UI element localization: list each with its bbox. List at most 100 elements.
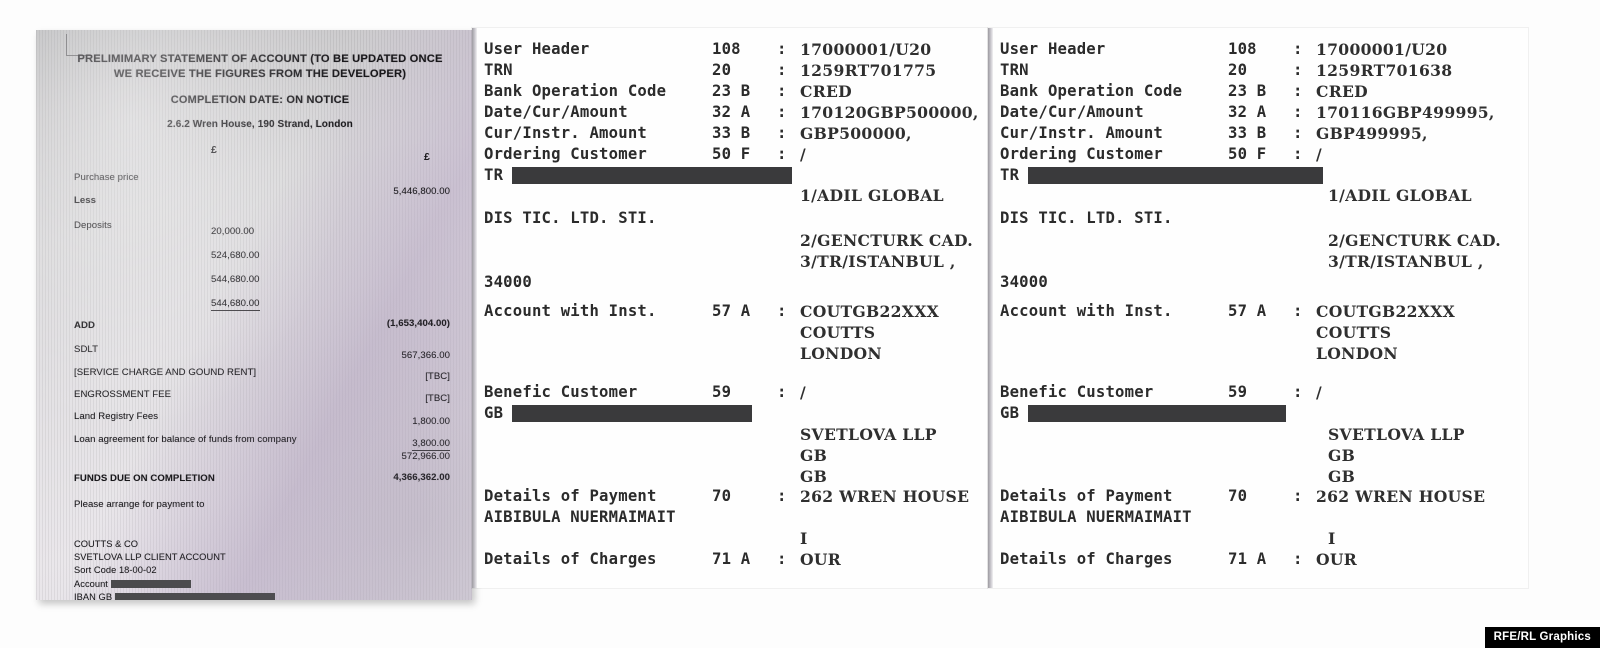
row-label-loan-agreement: Loan agreement for balance of funds from…	[74, 434, 297, 445]
field-sep-user-header: :	[777, 40, 787, 58]
benefic-customer-country-1: GB	[800, 446, 828, 465]
redaction-bar-benefic-customer	[512, 405, 752, 422]
field-sep-account-with-inst: :	[1293, 302, 1303, 320]
field-value-cur-instr-amount: GBP500000,	[800, 124, 912, 143]
field-value-trn: 1259RT701638	[1316, 61, 1453, 80]
field-tag-details-of-payment: 70	[1228, 487, 1248, 505]
field-value-date-cur-amount: 170120GBP500000,	[800, 103, 979, 122]
field-label-details-of-charges: Details of Charges	[1000, 550, 1173, 568]
payee-iban-line: IBAN GB	[74, 591, 275, 600]
benefic-customer-name: SVETLOVA LLP	[1328, 425, 1465, 444]
field-tag-bank-operation-code: 23 B	[1228, 82, 1267, 100]
field-tag-benefic-customer: 59	[712, 383, 732, 401]
preliminary-statement-document: PRELIMIMARY STATEMENT OF ACCOUNT (TO BE …	[36, 30, 472, 600]
ordering-customer-redacted-prefix: TR	[1000, 166, 1020, 184]
field-label-trn: TRN	[484, 61, 513, 79]
field-tag-date-cur-amount: 32 A	[712, 103, 751, 121]
field-value-user-header: 17000001/U20	[1316, 40, 1448, 59]
row-label-purchase-price: Purchase price	[74, 172, 139, 183]
field-sep-details-of-payment: :	[1293, 487, 1303, 505]
benefic-customer-redacted-prefix: GB	[1000, 404, 1020, 422]
field-tag-benefic-customer: 59	[1228, 383, 1248, 401]
field-label-bank-operation-code: Bank Operation Code	[1000, 82, 1183, 100]
field-tag-user-header: 108	[712, 40, 741, 58]
field-label-benefic-customer: Benefic Customer	[484, 383, 638, 401]
field-label-trn: TRN	[1000, 61, 1029, 79]
details-of-payment-value: 262 WREN HOUSE	[800, 487, 970, 506]
field-label-ordering-customer: Ordering Customer	[1000, 145, 1163, 163]
field-sep-details-of-charges: :	[777, 550, 787, 568]
field-tag-details-of-charges: 71 A	[712, 550, 751, 568]
row-label-add: ADD	[74, 320, 95, 331]
ordering-customer-postcode: 34000	[1000, 273, 1048, 291]
document-title: PRELIMIMARY STATEMENT OF ACCOUNT (TO BE …	[77, 53, 443, 80]
field-tag-details-of-charges: 71 A	[1228, 550, 1267, 568]
field-sep-benefic-customer: :	[1293, 383, 1303, 401]
benefic-customer-country-2: GB	[1328, 467, 1356, 486]
field-sep-ordering-customer: :	[777, 145, 787, 163]
row-amount-service-charge: [TBC]	[425, 371, 450, 382]
redaction-bar-account	[110, 579, 191, 588]
field-tag-ordering-customer: 50 F	[712, 145, 751, 163]
field-tag-user-header: 108	[1228, 40, 1257, 58]
row-label-engrossment-fee: ENGROSSMENT FEE	[74, 389, 172, 400]
field-tag-account-with-inst: 57 A	[712, 302, 751, 320]
row-label-land-registry-fees: Land Registry Fees	[74, 411, 159, 422]
field-value-bank-operation-code: CRED	[800, 82, 852, 101]
row-label-funds-due: FUNDS DUE ON COMPLETION	[74, 473, 215, 484]
account-with-inst-bank: COUTTS	[800, 323, 876, 342]
field-tag-details-of-payment: 70	[712, 487, 732, 505]
account-with-inst-bic: COUTGB22XXX	[1316, 302, 1455, 321]
row-amount-land-registry-fees: 1,800.00	[412, 416, 450, 427]
field-label-details-of-charges: Details of Charges	[484, 550, 657, 568]
swift-message-panel-2: User Header 108 : 17000001/U20 TRN 20 : …	[988, 28, 1528, 588]
payment-instruction-line: Please arrange for payment to	[74, 499, 205, 510]
field-label-date-cur-amount: Date/Cur/Amount	[1000, 103, 1144, 121]
graphics-credit: RFE/RL Graphics	[1484, 627, 1600, 648]
field-tag-account-with-inst: 57 A	[1228, 302, 1267, 320]
deposit-amount-2: 524,680.00	[211, 250, 260, 261]
row-label-less: Less	[74, 195, 97, 206]
currency-header-left: £	[211, 144, 217, 156]
completion-date-line: COMPLETION DATE: ON NOTICE	[170, 94, 350, 106]
field-label-details-of-payment: Details of Payment	[1000, 487, 1173, 505]
row-amount-funds-due: 4,366,362.00	[393, 472, 450, 483]
row-label-deposits: Deposits	[74, 220, 112, 231]
field-label-account-with-inst: Account with Inst.	[484, 302, 657, 320]
field-label-details-of-payment: Details of Payment	[484, 487, 657, 505]
row-label-service-charge: [SERVICE CHARGE AND GOUND RENT]	[74, 367, 257, 378]
ordering-customer-address-line-1: 2/GENCTURK CAD.	[1328, 231, 1501, 250]
field-label-cur-instr-amount: Cur/Instr. Amount	[1000, 124, 1163, 142]
crop-mark-icon	[66, 34, 92, 56]
field-tag-trn: 20	[712, 61, 732, 79]
account-with-inst-city: LONDON	[1316, 344, 1398, 363]
details-of-payment-line-3: I	[800, 529, 808, 548]
field-tag-date-cur-amount: 32 A	[1228, 103, 1267, 121]
payee-account-number-line: Account	[74, 578, 275, 591]
ordering-customer-address-line-2: 3/TR/ISTANBUL ,	[800, 252, 956, 271]
ordering-customer-name-line-2: DIS TIC. LTD. STI.	[484, 209, 657, 227]
row-label-sdlt: SDLT	[74, 344, 99, 355]
row-amount-subtotal: 572,966.00	[401, 451, 450, 462]
field-label-account-with-inst: Account with Inst.	[1000, 302, 1173, 320]
field-value-benefic-customer: /	[1316, 383, 1322, 402]
redaction-bar-iban	[114, 592, 275, 600]
field-value-ordering-customer: /	[1316, 145, 1322, 164]
ordering-customer-address-line-1: 2/GENCTURK CAD.	[800, 231, 973, 250]
field-value-ordering-customer: /	[800, 145, 806, 164]
field-sep-bank-operation-code: :	[777, 82, 787, 100]
benefic-customer-country-2: GB	[800, 467, 828, 486]
field-label-user-header: User Header	[1000, 40, 1106, 58]
field-tag-cur-instr-amount: 33 B	[1228, 124, 1267, 142]
details-of-payment-line-3: I	[1328, 529, 1336, 548]
field-value-trn: 1259RT701775	[800, 61, 937, 80]
field-sep-trn: :	[777, 61, 787, 79]
field-label-bank-operation-code: Bank Operation Code	[484, 82, 667, 100]
ordering-customer-postcode: 34000	[484, 273, 532, 291]
field-sep-details-of-payment: :	[777, 487, 787, 505]
benefic-customer-redacted-prefix: GB	[484, 404, 504, 422]
field-sep-date-cur-amount: :	[1293, 103, 1303, 121]
field-value-date-cur-amount: 170116GBP499995,	[1316, 103, 1495, 122]
field-label-cur-instr-amount: Cur/Instr. Amount	[484, 124, 647, 142]
row-amount-add: (1,653,404.00)	[386, 318, 450, 329]
